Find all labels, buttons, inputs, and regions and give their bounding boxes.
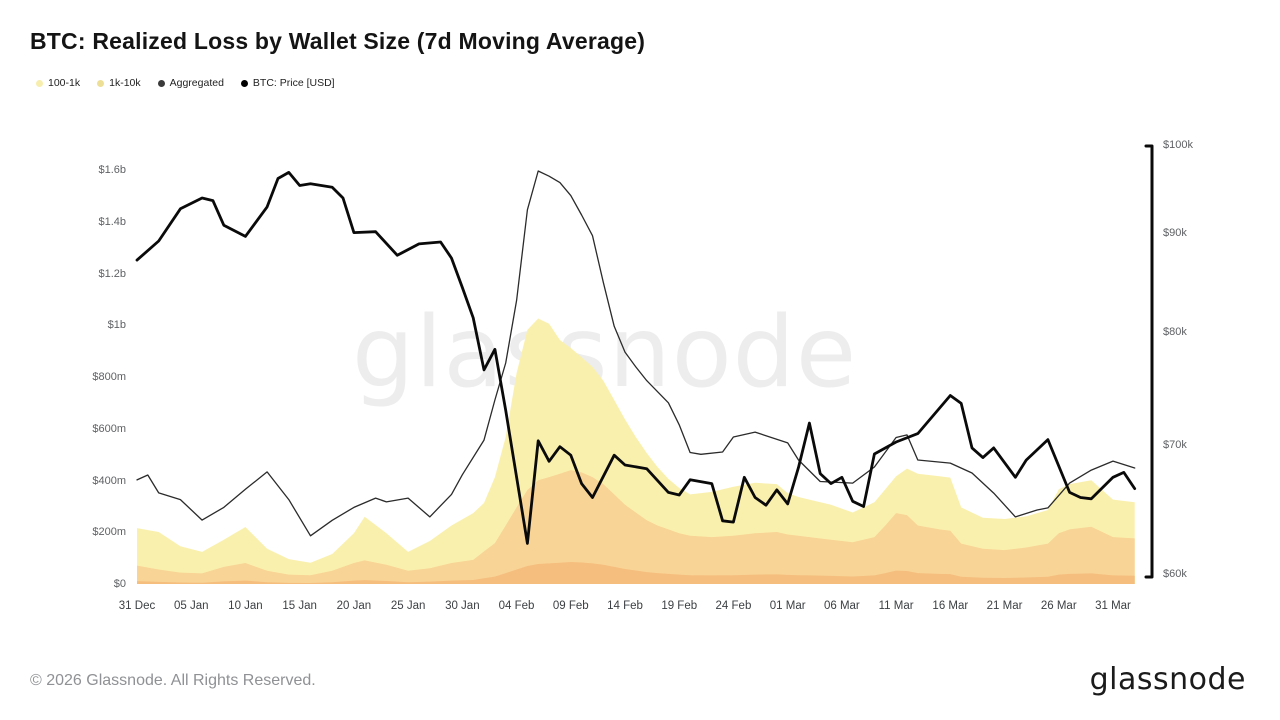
x-axis-tick: 21 Mar	[986, 600, 1023, 612]
x-axis-tick: 01 Mar	[769, 600, 806, 612]
left-axis-tick: $1.4b	[98, 215, 126, 228]
x-axis-tick: 10 Jan	[228, 600, 263, 612]
legend-item-aggregated[interactable]: Aggregated	[157, 77, 224, 89]
area-100-1k	[137, 318, 1135, 584]
copyright-text: © 2026 Glassnode. All Rights Reserved.	[30, 672, 316, 689]
legend-label: BTC: Price [USD]	[252, 77, 335, 89]
btc-price-line	[135, 170, 1137, 545]
left-axis-tick: $0	[113, 578, 126, 590]
x-axis-tick: 06 Mar	[823, 600, 860, 612]
x-axis-tick: 24 Feb	[715, 600, 752, 612]
right-axis-tick: $60k	[1163, 568, 1187, 580]
chart-title: BTC: Realized Loss by Wallet Size (7d Mo…	[30, 28, 646, 54]
x-axis-tick: 26 Mar	[1040, 600, 1077, 612]
x-axis-tick: 30 Jan	[445, 600, 480, 612]
left-axis-tick: $800m	[92, 371, 126, 383]
legend-item-100-1k[interactable]: 100-1k	[36, 77, 80, 89]
x-axis-tick: 05 Jan	[173, 600, 209, 612]
x-axis-tick: 16 Mar	[932, 600, 969, 612]
left-axis-tick: $1b	[107, 319, 126, 332]
legend-item-1k-10k[interactable]: 1k-10k	[97, 77, 141, 89]
x-axis-tick: 31 Mar	[1095, 600, 1131, 612]
x-axis-tick: 14 Feb	[607, 600, 643, 612]
legend-swatch-icon	[157, 79, 165, 87]
right-axis-bar	[1144, 144, 1154, 579]
x-axis-tick: 25 Jan	[390, 600, 426, 612]
area-1k-10k-base-strip	[137, 562, 1135, 584]
left-axis-tick: $1.2b	[98, 267, 126, 280]
x-axis-tick: 11 Mar	[878, 600, 914, 612]
x-axis-tick: 09 Feb	[552, 600, 589, 612]
legend-swatch-icon	[240, 79, 248, 87]
x-axis-tick: 04 Feb	[498, 600, 535, 612]
right-axis-tick: $100k	[1163, 139, 1193, 151]
legend-swatch-icon	[97, 79, 105, 87]
right-axis-tick: $80k	[1163, 326, 1187, 339]
x-axis-tick: 31 Dec	[118, 600, 156, 612]
glassnode-logo: glassnode	[1089, 662, 1246, 697]
area-1k-10k	[137, 470, 1135, 584]
x-axis-tick: 15 Jan	[282, 600, 317, 612]
left-axis-tick: $1.6b	[98, 164, 126, 176]
legend-label: 1k-10k	[109, 77, 141, 89]
legend-label: 100-1k	[48, 77, 81, 89]
right-axis-tick: $70k	[1163, 438, 1187, 451]
left-axis-tick: $600m	[92, 422, 126, 435]
legend-swatch-icon	[36, 79, 43, 87]
aggregated-line	[136, 170, 1136, 537]
left-axis-tick: $200m	[92, 526, 126, 539]
legend-item-btc-price-usd-[interactable]: BTC: Price [USD]	[240, 77, 335, 89]
x-axis-tick: 20 Jan	[336, 600, 372, 612]
left-axis-tick: $400m	[92, 474, 126, 487]
right-axis-tick: $90k	[1163, 227, 1187, 240]
x-axis-tick: 19 Feb	[661, 600, 698, 612]
legend-label: Aggregated	[169, 77, 224, 89]
legend: 100-1k 1k-10k Aggregated BTC: Price [USD]	[36, 77, 335, 89]
